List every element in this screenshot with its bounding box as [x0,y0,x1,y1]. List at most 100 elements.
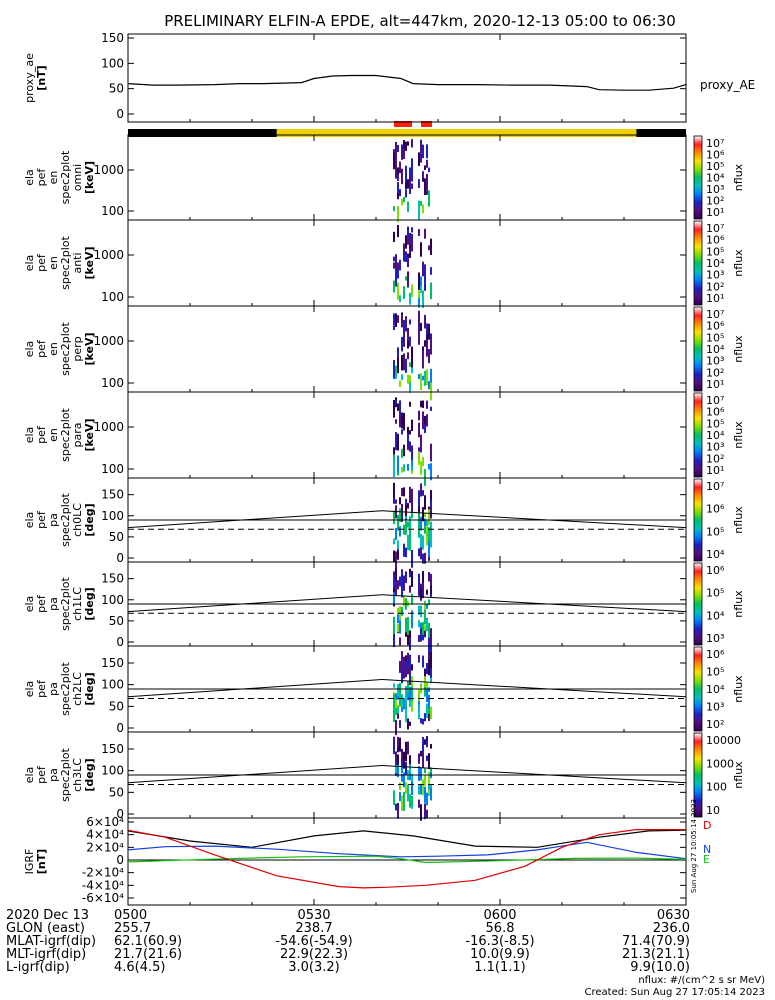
heatmap-cell [395,365,397,376]
heatmap-cell [405,182,407,190]
heatmap-cell [399,791,401,802]
heatmap-cell [397,764,399,778]
heatmap-cell [411,284,413,298]
colorbar-label-ela_pef_pa_spec2plot_ch1LC: nflux [732,590,745,618]
units-note: nflux: #/(cm^2 s sr MeV) [638,975,765,986]
heatmap-cell [395,400,397,405]
heatmap-cell [405,498,407,505]
heatmap-cell [399,497,401,505]
heatmap-cell [418,635,420,642]
ytick-label-ela_pef_pa_spec2plot_ch3LC-1: 50 [109,785,124,799]
heatmap-cells-ela_pef_en_spec2plot_anti [393,224,432,308]
heatmap-cells-ela_pef_pa_spec2plot_ch0LC [393,482,432,570]
heatmap-cell [393,161,395,170]
heatmap-cell [407,237,409,245]
ephemeris-value: 71.4(70.9) [621,934,690,949]
heatmap-cells-ela_pef_pa_spec2plot_ch3LC [393,736,432,821]
heatmap-cell [403,464,405,472]
colorbar-label-ela_pef_pa_spec2plot_ch0LC: nflux [732,506,745,534]
heatmap-cell [409,700,411,708]
heatmap-cell [426,520,428,526]
colorbar-ela_pef_pa_spec2plot_ch2LC [693,646,703,732]
heatmap-cells-ela_pef_en_spec2plot_omni [393,139,430,223]
heatmap-cell [407,327,409,342]
heatmap-cell [399,720,401,728]
heatmap-cell [424,803,426,815]
frame-proxy-ae [127,33,687,123]
colorbar-tick-ela_pef_en_spec2plot_anti-3: 10⁴ [706,257,725,270]
heatmap-cell [395,254,397,272]
heatmap-cell [405,251,407,258]
time-tick-label: 0530 [297,908,331,923]
heatmap-cell [428,381,430,390]
heatmap-cell [424,739,426,745]
heatmap-cell [393,448,395,462]
heatmap-cell [393,592,395,605]
ylabel-ela_pef_en_spec2plot_perp-5: [keV] [83,332,96,365]
heatmap-cell [397,264,399,270]
heatmap-cell [407,201,409,213]
ephemeris-label: L-igrf(dip) [6,960,70,975]
heatmap-cell [401,657,403,669]
heatmap-cell [418,210,420,220]
heatmap-cell [426,619,428,632]
heatmap-cell [393,550,395,562]
heatmap-cell [397,713,399,719]
heatmap-cell [430,677,432,684]
heatmap-cell [411,664,413,671]
ylabel-ela_pef_pa_spec2plot_ch0LC-1: pef [35,510,48,529]
heatmap-cell [424,630,426,638]
ytick-label-proxy-ae-1: 50 [109,82,124,96]
heatmap-cell [428,786,430,795]
ytick-label-igrf-0: -6×10⁴ [82,891,124,905]
ytick-label-ela_pef_pa_spec2plot_ch2LC-0: 0 [116,721,124,735]
ephemeris-label: 2020 Dec 13 [6,908,90,923]
heatmap-cell [407,634,409,646]
line-local-lc-ela_pef_pa_spec2plot_ch2LC [127,678,687,698]
heatmap-cell [426,180,428,195]
heatmap-cell [420,242,422,257]
ylabel-ela_pef_en_spec2plot_anti-0: ela [23,255,36,272]
heatmap-cell [397,683,399,697]
heatmap-cell [393,262,395,269]
heatmap-cell [393,359,395,374]
ytick-label-ela_pef_pa_spec2plot_ch1LC-1: 50 [109,614,124,628]
heatmap-cell [397,182,399,194]
heatmap-cell [420,783,422,795]
heatmap-cell [420,533,422,548]
ylabel-ela_pef_en_spec2plot_perp-3: spec2plot [59,322,72,376]
heatmap-cell [430,443,432,462]
heatmap-cell [430,463,432,481]
heatmap-cell [409,571,411,578]
ephemeris-value: 56.8 [485,921,515,936]
heatmap-cell [409,585,411,593]
heatmap-cell [426,523,428,540]
ylabel-ela_pef_en_spec2plot_perp-4: perp [71,336,84,361]
heatmap-cell [424,786,426,793]
heatmap-cell [399,295,401,303]
heatmap-cell [411,796,413,805]
ytick-label-ela_pef_en_spec2plot_para-0: 100 [101,462,124,476]
ylabel-ela_pef_en_spec2plot_anti-1: pef [35,253,48,272]
heatmap-cell [407,179,409,189]
heatmap-cell [403,319,405,334]
heatmap-cell [418,520,420,537]
colorbar-tick-ela_pef_pa_spec2plot_ch0LC-3: 10⁷ [706,480,724,493]
heatmap-cell [422,293,424,308]
science-zone-bar [128,121,686,137]
heatmap-cell [428,167,430,173]
heatmap-cell [397,580,399,590]
heatmap-cell [418,753,420,764]
heatmap-cell [403,141,405,159]
heatmap-cell [407,652,409,659]
heatmap-cell [418,605,420,615]
heatmap-cell [393,710,395,723]
colorbar-tick-ela_pef_en_spec2plot_omni-4: 10⁵ [706,160,724,173]
heatmap-cell [409,721,411,726]
heatmap-cell [393,460,395,478]
ylabel-ela_pef_pa_spec2plot_ch2LC-4: ch2LC [71,672,84,706]
colorbar-tick-ela_pef_en_spec2plot_para-1: 10² [706,452,724,465]
ytick-label-proxy-ae-3: 150 [101,31,124,45]
created-note: Created: Sun Aug 27 17:05:14 2023 [584,987,765,998]
ylabel-ela_pef_pa_spec2plot_ch2LC-3: spec2plot [59,662,72,716]
